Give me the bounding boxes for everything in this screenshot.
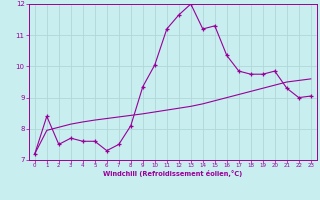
X-axis label: Windchill (Refroidissement éolien,°C): Windchill (Refroidissement éolien,°C) (103, 170, 243, 177)
